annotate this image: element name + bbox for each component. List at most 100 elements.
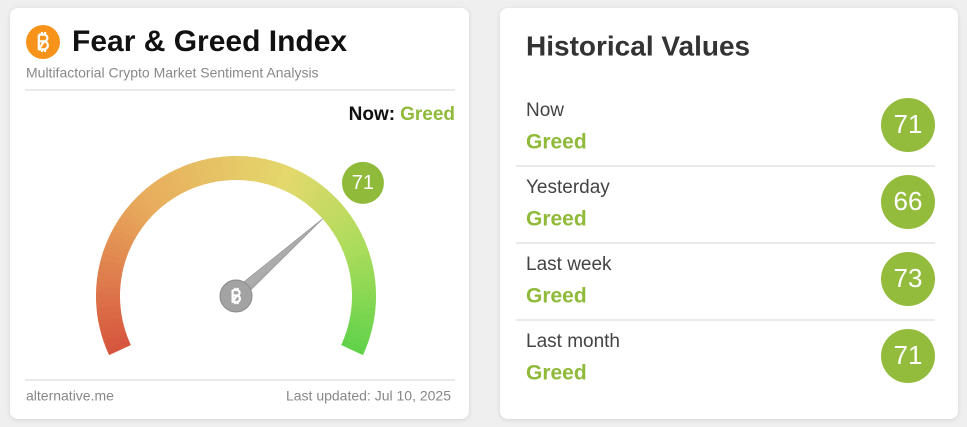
gauge-arc-segment xyxy=(327,209,351,230)
gauge-arc-segment xyxy=(221,156,232,181)
gauge-arc-segment xyxy=(346,323,373,337)
gauge-arc-segment xyxy=(105,338,131,356)
gauge-arc-segment xyxy=(286,170,305,195)
period-label: Last week xyxy=(526,254,612,275)
gauge-arc-segment xyxy=(117,213,143,234)
gauge-arc-segment xyxy=(96,271,122,283)
gauge-arc-segment xyxy=(281,167,299,193)
gauge-arc-segment xyxy=(151,179,172,204)
gauge-arc-segment xyxy=(342,239,368,256)
gauge-arc-segment xyxy=(107,231,133,250)
gauge-arc-segment xyxy=(102,244,129,260)
now-classification: Greed xyxy=(400,104,455,125)
now-label: Now: xyxy=(349,104,395,125)
bitcoin-b xyxy=(231,287,241,305)
gauge-arc-segment xyxy=(349,311,375,324)
gauge-arc-segment xyxy=(228,155,238,181)
gauge-arc-segment xyxy=(310,189,333,213)
title: Fear & Greed Index xyxy=(72,25,347,58)
gauge-arc-segment xyxy=(348,317,374,331)
gauge-arc-segment xyxy=(110,225,136,244)
gauge-arc-segment xyxy=(291,173,311,198)
gauge-arc-segment xyxy=(275,164,293,190)
gauge-arc-segment xyxy=(135,192,158,216)
gauge-arc-segment xyxy=(306,184,328,209)
gauge-arc-segment xyxy=(105,237,131,255)
gauge-arc-segment xyxy=(351,293,376,303)
gauge-arc-segment xyxy=(346,252,372,267)
bitcoin-glyph xyxy=(37,32,49,52)
gauge-arc-segment xyxy=(101,327,127,343)
history-title: Historical Values xyxy=(526,30,750,61)
gauge-arc-segment xyxy=(145,183,167,208)
source: alternative.me xyxy=(26,388,114,404)
bitcoin-b xyxy=(37,32,49,52)
gauge-arc-segment xyxy=(264,160,279,186)
gauge: 71 xyxy=(95,155,384,356)
gauge-arc-segment xyxy=(319,198,343,221)
gauge-arc-segment xyxy=(156,176,177,201)
gauge-arc-segment xyxy=(247,156,259,182)
gauge-arc-segment xyxy=(333,220,359,240)
gauge-arc-segment xyxy=(351,286,376,296)
value-badge xyxy=(881,329,935,383)
period-label: Now xyxy=(526,100,564,121)
gauge-arc-segment xyxy=(187,161,203,188)
gauge-arc-segment xyxy=(253,157,266,183)
period-label: Yesterday xyxy=(526,177,610,198)
gauge-arc-segment xyxy=(342,334,369,351)
history-card xyxy=(500,8,958,419)
gauge-arc-segment xyxy=(347,259,374,273)
gauge-arc-segment xyxy=(95,292,121,301)
gauge-arc-segment xyxy=(330,214,355,235)
gauge-arc-segment xyxy=(99,321,125,336)
gauge-arc-segment xyxy=(194,160,209,186)
gauge-arc-segment xyxy=(96,298,121,308)
gauge-arc-segment xyxy=(344,245,370,262)
gauge-arc-segment xyxy=(351,279,376,290)
gauge-arc-segment xyxy=(181,164,198,190)
hub-glyph xyxy=(231,287,241,305)
gauge-arc-segment xyxy=(339,232,365,251)
classification: Greed xyxy=(526,208,587,231)
gauge-arc-segment xyxy=(126,202,150,225)
gauge-arc-segment xyxy=(301,180,323,205)
value-badge xyxy=(881,175,935,229)
value-badge-label: 71 xyxy=(352,172,374,194)
gauge-arc-segment xyxy=(130,197,154,220)
last-updated: Last updated: Jul 10, 2025 xyxy=(286,388,451,404)
gauge-arc-segment xyxy=(201,158,215,184)
classification: Greed xyxy=(526,285,587,308)
gauge-arc-segment xyxy=(121,208,146,229)
gauge-arc-segment xyxy=(140,188,162,212)
history-list: Now Greed 71 Yesterday Greed 66 Last week Greed… xyxy=(516,98,935,385)
value-badge-label: 66 xyxy=(894,186,923,216)
gauge-arc-segment xyxy=(114,219,139,239)
gauge-arc-segment xyxy=(345,328,371,344)
gauge-arc-segment xyxy=(174,166,192,192)
classification: Greed xyxy=(526,131,587,154)
gauge-arc-segment xyxy=(270,162,286,188)
gauge-arc-segment xyxy=(259,158,273,184)
gauge-arc-segment xyxy=(162,172,182,198)
value-badge xyxy=(881,98,935,152)
gauge-arc-segment xyxy=(323,203,347,226)
subtitle: Multifactorial Crypto Market Sentiment A… xyxy=(26,65,319,81)
period-label: Last month xyxy=(526,331,620,352)
gauge-arc-segment xyxy=(315,193,338,217)
value-badge xyxy=(341,161,384,204)
now-status: Now: Greed xyxy=(349,104,455,125)
gauge-arc-segment xyxy=(103,333,129,349)
gauge-arc-segment xyxy=(100,251,127,266)
value-badge-label: 71 xyxy=(894,340,923,370)
gauge-arc-segment xyxy=(341,339,366,356)
value-badge-label: 73 xyxy=(894,263,923,293)
classification: Greed xyxy=(526,362,587,385)
value-badge-label: 71 xyxy=(894,109,923,139)
gauge-arc-segment xyxy=(99,257,125,272)
gauge-arc-segment xyxy=(336,226,362,245)
gauge-arc-segment xyxy=(296,176,317,202)
gauge-arc-segment xyxy=(168,169,187,195)
